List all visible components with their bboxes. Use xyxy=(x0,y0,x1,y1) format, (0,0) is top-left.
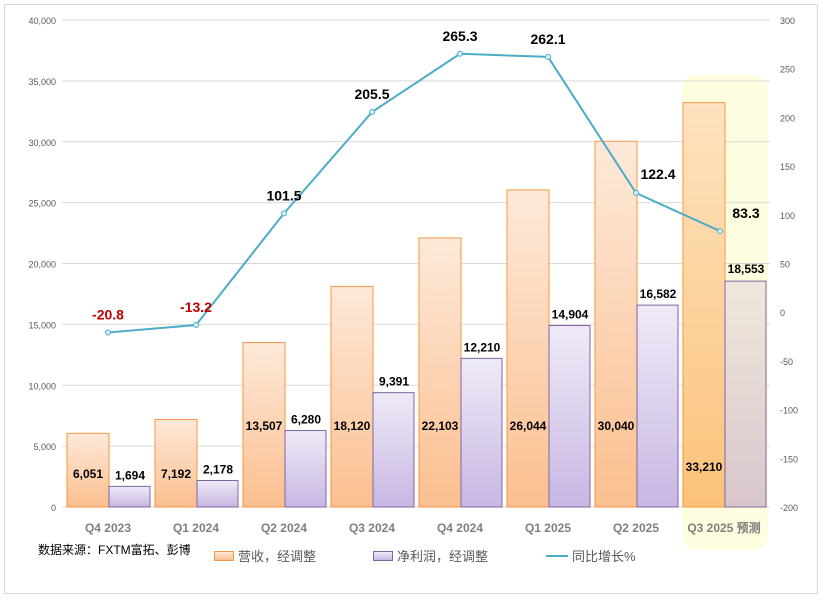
label-profit: 18,553 xyxy=(728,262,765,276)
source-note: 数据来源：FXTM富拓、彭博 xyxy=(38,543,191,557)
legend-growth: 同比增长% xyxy=(546,546,636,565)
label-profit: 2,178 xyxy=(203,462,233,476)
bar-revenue xyxy=(594,140,638,508)
point-growth xyxy=(281,210,287,217)
label-growth: 83.3 xyxy=(732,205,759,221)
x-tick: Q3 2024 xyxy=(349,521,395,535)
label-revenue: 7,192 xyxy=(161,467,191,481)
y-tick-right: 0 xyxy=(780,308,785,318)
label-profit: 6,280 xyxy=(291,413,321,427)
legend-swatch xyxy=(546,554,568,557)
y-tick-left: 0 xyxy=(51,503,56,513)
y-tick-right: 150 xyxy=(780,162,795,172)
point-growth xyxy=(105,329,111,336)
bar-revenue xyxy=(506,189,550,508)
legend-label: 营收，经调整 xyxy=(238,549,317,564)
legend-label: 同比增长% xyxy=(572,549,636,564)
label-growth: -13.2 xyxy=(180,299,212,315)
label-profit: 9,391 xyxy=(379,375,409,389)
y-tick-right: 50 xyxy=(780,260,790,270)
x-tick: Q2 2025 xyxy=(613,521,659,535)
y-tick-left: 15,000 xyxy=(28,320,56,330)
y-tick-left: 30,000 xyxy=(28,138,56,148)
legend-label: 净利润，经调整 xyxy=(397,549,489,564)
label-growth: 265.3 xyxy=(442,28,477,44)
legend-swatch xyxy=(373,550,393,561)
y-tick-right: 200 xyxy=(780,113,795,123)
y-tick-left: 10,000 xyxy=(28,381,56,391)
x-tick: Q2 2024 xyxy=(261,521,307,535)
label-revenue: 33,210 xyxy=(686,460,723,474)
y-tick-right: -150 xyxy=(780,454,798,464)
bar-profit xyxy=(284,430,327,508)
point-growth xyxy=(545,53,551,60)
label-revenue: 30,040 xyxy=(598,419,635,433)
point-growth xyxy=(369,109,375,116)
bar-profit xyxy=(636,304,679,508)
label-growth: 262.1 xyxy=(530,31,565,47)
y-tick-left: 25,000 xyxy=(28,199,56,209)
label-growth: 101.5 xyxy=(266,187,301,203)
label-profit: 1,694 xyxy=(115,468,145,482)
label-growth: 205.5 xyxy=(354,86,389,102)
x-tick: Q1 2025 xyxy=(525,521,571,535)
label-revenue: 13,507 xyxy=(246,419,283,433)
bar-revenue xyxy=(242,342,286,508)
label-revenue: 18,120 xyxy=(334,419,371,433)
x-tick: Q3 2025 预测 xyxy=(687,520,760,535)
bar-revenue xyxy=(330,285,374,508)
chart-frame xyxy=(4,4,818,594)
bar-profit xyxy=(548,325,591,508)
x-tick: Q4 2023 xyxy=(85,521,131,535)
y-tick-right: -200 xyxy=(780,503,798,513)
label-profit: 14,904 xyxy=(552,308,589,322)
bar-revenue xyxy=(682,102,726,508)
bar-profit xyxy=(108,485,151,508)
y-tick-left: 35,000 xyxy=(28,77,56,87)
bar-profit xyxy=(724,280,767,508)
label-profit: 12,210 xyxy=(464,340,501,354)
label-growth: 122.4 xyxy=(640,166,675,182)
bar-profit xyxy=(196,479,239,508)
label-revenue: 6,051 xyxy=(73,467,103,481)
point-growth xyxy=(633,189,639,196)
y-tick-left: 20,000 xyxy=(28,260,56,270)
label-revenue: 22,103 xyxy=(422,419,459,433)
y-tick-right: -50 xyxy=(780,357,793,367)
legend-revenue: 营收，经调整 xyxy=(214,546,316,565)
bar-profit xyxy=(460,357,503,508)
x-tick: Q1 2024 xyxy=(173,521,219,535)
label-growth: -20.8 xyxy=(92,306,124,322)
y-tick-left: 40,000 xyxy=(28,16,56,26)
y-tick-right: 250 xyxy=(780,65,795,75)
bar-revenue xyxy=(154,418,198,508)
point-growth xyxy=(717,228,723,235)
label-revenue: 26,044 xyxy=(510,419,547,433)
line-growth xyxy=(107,52,721,334)
bar-profit xyxy=(372,392,415,508)
point-growth xyxy=(193,322,199,329)
legend-swatch xyxy=(214,550,234,561)
point-growth xyxy=(457,50,463,57)
y-tick-right: 100 xyxy=(780,211,795,221)
x-tick: Q4 2024 xyxy=(437,521,483,535)
y-tick-right: 300 xyxy=(780,16,795,26)
y-tick-left: 5,000 xyxy=(33,442,56,452)
y-tick-right: -100 xyxy=(780,406,798,416)
legend-profit: 净利润，经调整 xyxy=(373,546,488,565)
bar-revenue xyxy=(418,237,462,508)
label-profit: 16,582 xyxy=(640,287,677,301)
bar-revenue xyxy=(66,432,110,508)
